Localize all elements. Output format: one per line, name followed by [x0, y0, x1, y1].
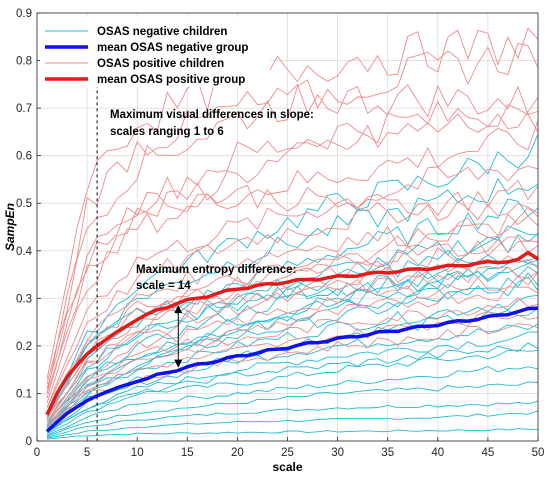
x-tick-label: 25	[281, 447, 294, 459]
y-tick-label: 0.7	[16, 103, 32, 115]
osas-negative-child-curve	[46, 294, 539, 430]
osas-positive-child-curve	[46, 206, 539, 423]
osas-positive-child-curve	[46, 310, 539, 428]
osas-positive-child-curve	[46, 185, 539, 389]
y-tick-label: 0.6	[16, 151, 32, 163]
x-tick-label: 45	[482, 447, 495, 459]
osas-negative-child-curve	[46, 254, 539, 427]
osas-positive-child-curve	[46, 42, 539, 385]
mean-osas-positive-curve	[45, 250, 539, 416]
legend-box	[40, 17, 270, 87]
osas-negative-child-curve	[46, 428, 539, 440]
osas-negative-child-curve	[46, 410, 539, 439]
osas-positive-child-curve	[46, 179, 539, 408]
entropy-annotation-line-2: scale = 14	[136, 280, 191, 292]
osas-negative-child-curve	[46, 263, 539, 428]
osas-negative-child-curve	[46, 276, 539, 429]
y-tick-label: 0.8	[16, 56, 32, 68]
osas-negative-child-curve	[46, 198, 539, 423]
x-tick-label: 5	[84, 447, 90, 459]
osas-positive-child-curve	[46, 27, 539, 380]
mean-curves	[45, 250, 539, 433]
osas-negative-child-curve	[46, 331, 538, 433]
osas-negative-child-curve	[46, 134, 539, 418]
x-tick-label: 30	[331, 447, 344, 459]
slope-annotation-line-2: scales ranging 1 to 6	[110, 126, 224, 138]
x-tick-label: 0	[34, 447, 40, 459]
osas-positive-child-curve	[46, 271, 539, 423]
individual-curves	[46, 27, 539, 440]
osas-positive-child-curve	[46, 97, 539, 399]
x-axis-label: scale	[272, 460, 302, 474]
osas-negative-child-curve	[46, 272, 539, 428]
osas-positive-child-curve	[46, 236, 539, 413]
osas-negative-child-curve	[46, 400, 539, 438]
legend-label: OSAS positive children	[97, 58, 224, 70]
osas-negative-child-curve	[46, 381, 539, 437]
osas-positive-child-curve	[46, 323, 539, 428]
y-axis-label: SampEn	[3, 203, 17, 251]
x-tick-label: 40	[431, 447, 444, 459]
y-tick-label: 0	[26, 436, 32, 448]
osas-negative-child-curve	[46, 349, 539, 435]
mean-osas-negative-curve	[45, 306, 539, 433]
osas-positive-child-curve	[46, 297, 539, 425]
annotations: Maximum visual differences in slope: sca…	[96, 84, 314, 441]
y-tick-label: 0.4	[16, 246, 33, 258]
slope-annotation-line-1: Maximum visual differences in slope:	[110, 109, 314, 121]
y-tick-label: 0.3	[16, 293, 32, 305]
x-tick-label: 20	[231, 447, 244, 459]
x-tick-label: 35	[381, 447, 394, 459]
osas-positive-child-curve	[46, 83, 539, 394]
osas-positive-child-curve	[46, 104, 539, 394]
legend-label: mean OSAS negative group	[97, 42, 248, 54]
osas-positive-child-curve	[46, 213, 539, 413]
legend: OSAS negative children mean OSAS negative…	[40, 17, 270, 87]
osas-negative-child-curve	[46, 259, 539, 423]
y-tick-label: 0.2	[16, 341, 32, 353]
entropy-annotation-line-1: Maximum entropy difference:	[136, 264, 296, 276]
osas-positive-child-curve	[46, 165, 539, 408]
osas-positive-child-curve	[46, 238, 539, 418]
osas-negative-child-curve	[46, 266, 539, 418]
x-tick-label: 15	[181, 447, 194, 459]
osas-negative-child-curve	[46, 233, 539, 418]
y-tick-label: 0.9	[16, 8, 32, 20]
y-tick-label: 0.5	[16, 198, 32, 210]
x-tick-label: 10	[131, 447, 144, 459]
osas-positive-child-curve	[46, 266, 539, 418]
legend-label: OSAS negative children	[97, 26, 227, 38]
axes: 0 5 10 15 20 25 30 35 40 45 50 0 0.1 0.2 0.3 0.4 0.5 0.6 0…	[16, 8, 544, 459]
osas-negative-child-curve	[46, 225, 539, 425]
osas-positive-child-curve	[46, 286, 539, 423]
y-tick-label: 0.1	[16, 388, 32, 400]
osas-negative-child-curve	[46, 366, 539, 436]
x-tick-label: 50	[532, 447, 545, 459]
osas-negative-child-curve	[46, 342, 539, 432]
osas-negative-child-curve	[46, 177, 539, 420]
legend-label: mean OSAS positive group	[97, 74, 245, 86]
